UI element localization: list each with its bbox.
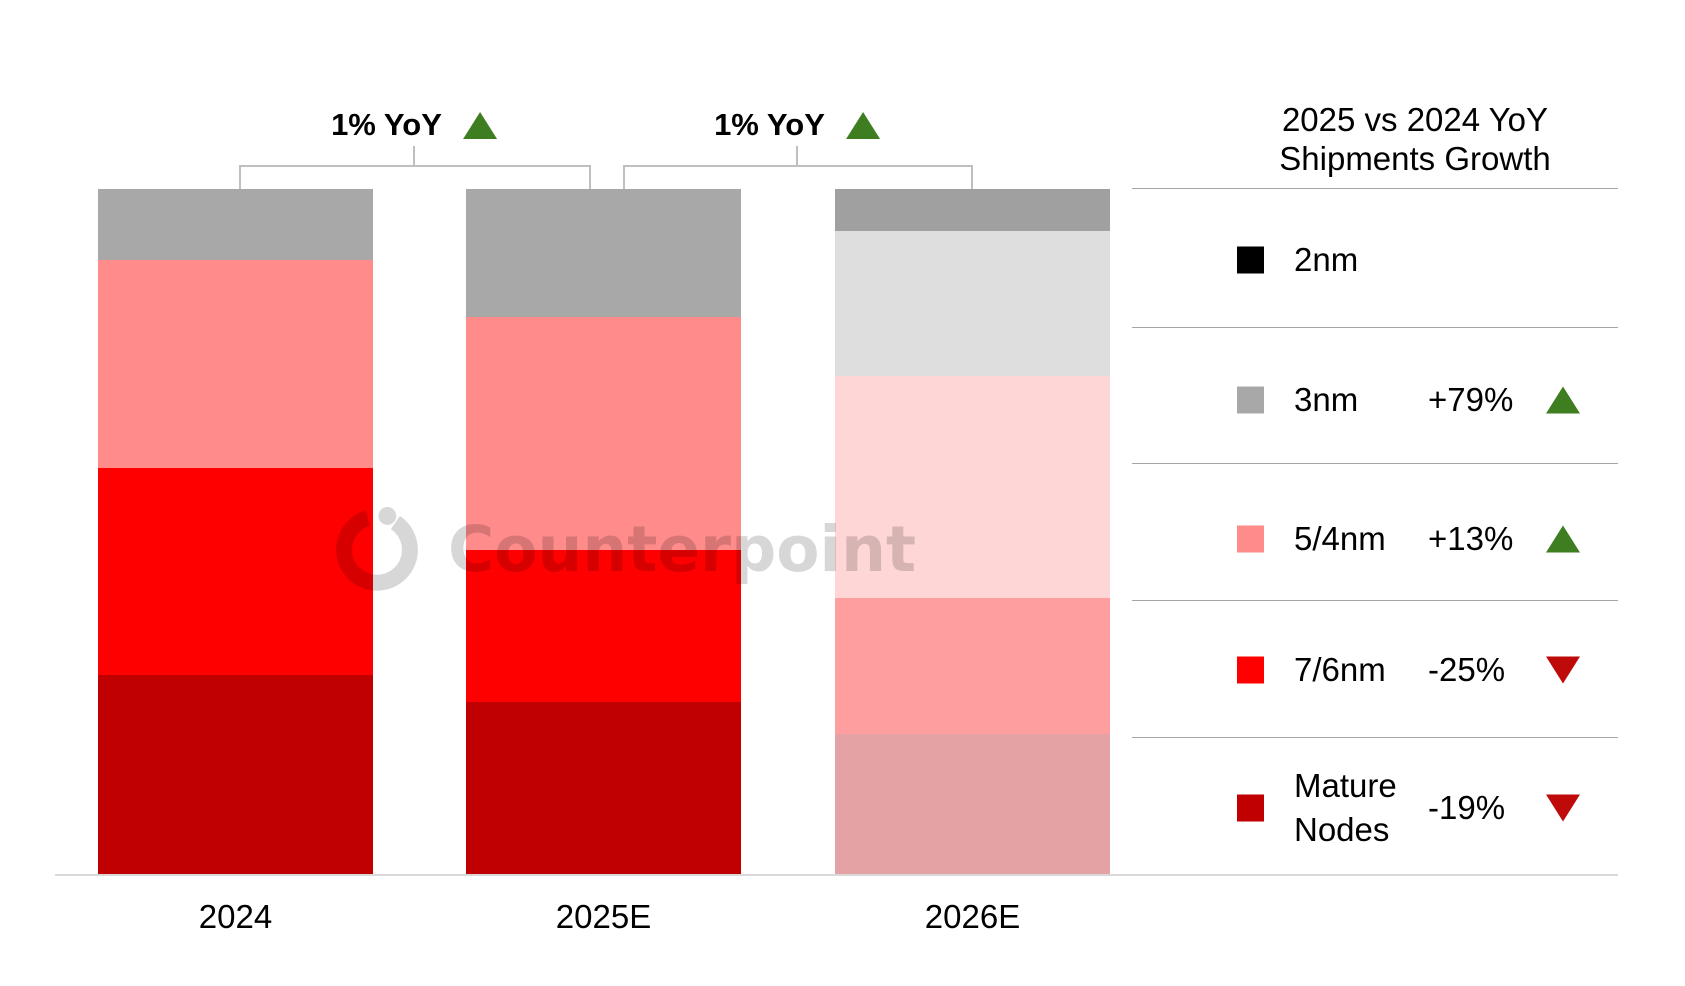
up-triangle-icon	[462, 111, 497, 139]
down-triangle-icon	[1546, 794, 1580, 822]
bracket-tick	[796, 146, 798, 166]
yoy-annotation-1: 1% YoY	[331, 103, 497, 147]
yoy-label: 1% YoY	[714, 107, 825, 142]
bar-2024	[98, 189, 373, 875]
bar-segment-2026e-7-6nm	[835, 597, 1110, 734]
down-triangle-icon	[1546, 656, 1580, 684]
bracket-tick	[413, 146, 415, 166]
bar-2025e	[466, 189, 741, 875]
legend-title: 2025 vs 2024 YoY Shipments Growth	[1162, 100, 1668, 178]
legend-label: Mature Nodes	[1294, 767, 1397, 848]
up-triangle-icon	[1546, 525, 1580, 553]
yoy-label: 1% YoY	[331, 107, 442, 142]
bracket-stub	[239, 165, 241, 190]
x-label-2025e: 2025E	[555, 898, 652, 935]
legend-title-line2: Shipments Growth	[1279, 140, 1551, 177]
legend-divider	[1132, 600, 1618, 601]
bar-segment-2026e-2nm	[835, 189, 1110, 231]
bar-segment-2025e-7-6nm	[466, 550, 741, 703]
legend-swatch-7-6nm	[1237, 656, 1264, 684]
legend-value: -19%	[1428, 789, 1506, 826]
legend-label: 5/4nm	[1294, 520, 1386, 557]
bar-segment-2024-7-6nm	[98, 467, 373, 675]
up-triangle-icon	[1546, 386, 1580, 414]
x-label-2024: 2024	[198, 898, 273, 935]
legend-divider	[1132, 188, 1618, 189]
x-label-2026e: 2026E	[924, 898, 1021, 935]
bar-segment-2024-3nm	[98, 189, 373, 260]
legend-label: 7/6nm	[1294, 651, 1386, 688]
x-axis-line	[55, 874, 1618, 876]
bracket-stub	[623, 165, 625, 190]
legend-value: +79%	[1428, 381, 1514, 418]
bar-segment-2025e-5-4nm	[466, 317, 741, 551]
bar-segment-2026e-5-4nm	[835, 375, 1110, 598]
up-triangle-icon	[845, 111, 880, 139]
bracket-stub	[971, 165, 973, 190]
bar-segment-2024-5-4nm	[98, 259, 373, 468]
bar-segment-2024-mature-nodes	[98, 674, 373, 875]
legend-divider	[1132, 327, 1618, 328]
legend-value: +13%	[1428, 520, 1514, 557]
bracket-line	[239, 165, 591, 167]
legend-swatch-2nm	[1237, 246, 1264, 274]
legend-swatch-5-4nm	[1237, 525, 1264, 553]
bar-segment-2025e-mature-nodes	[466, 702, 741, 875]
bracket-line	[623, 165, 973, 167]
legend-swatch-mature-nodes	[1237, 794, 1264, 822]
legend-divider	[1132, 737, 1618, 738]
legend-divider	[1132, 463, 1618, 464]
yoy-annotation-2: 1% YoY	[714, 103, 880, 147]
legend-title-line1: 2025 vs 2024 YoY	[1281, 101, 1549, 138]
bar-segment-2026e-3nm	[835, 230, 1110, 376]
legend-label: 2nm	[1294, 241, 1359, 278]
bracket-stub	[589, 165, 591, 190]
bar-2026e	[835, 189, 1110, 875]
legend-label: 3nm	[1294, 381, 1359, 418]
legend-swatch-3nm	[1237, 386, 1264, 414]
legend-value: -25%	[1428, 651, 1506, 688]
bar-segment-2025e-3nm	[466, 189, 741, 318]
bar-segment-2026e-mature-nodes	[835, 733, 1110, 875]
